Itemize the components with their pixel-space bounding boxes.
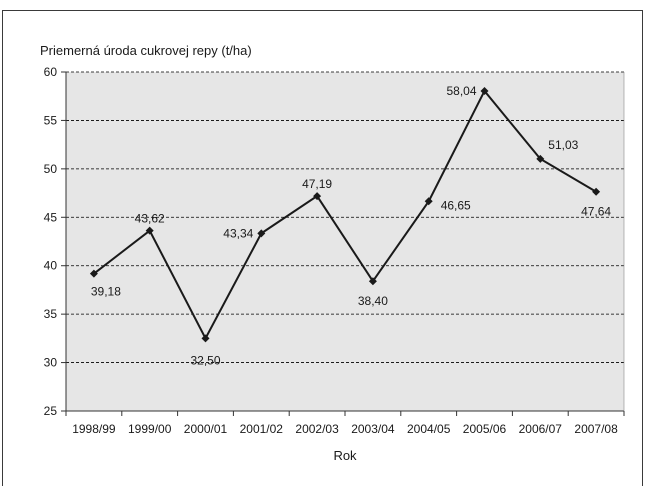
- x-tick-label: 2004/05: [407, 422, 451, 436]
- data-label: 47,19: [302, 177, 332, 191]
- x-tick-label: 2007/08: [574, 422, 618, 436]
- data-label: 58,04: [446, 84, 476, 98]
- data-label: 43,34: [223, 226, 253, 240]
- chart-title: Priemerná úroda cukrovej repy (t/ha): [40, 43, 252, 58]
- series-line: [93, 89, 597, 341]
- y-tick-label: 25: [44, 404, 58, 418]
- y-tick-label: 55: [44, 113, 58, 127]
- data-point-marker: [424, 197, 433, 206]
- data-label: 47,64: [581, 205, 611, 219]
- y-tick-label: 45: [44, 210, 58, 224]
- x-tick-label: 2005/06: [463, 422, 507, 436]
- y-tick-label: 35: [44, 307, 58, 321]
- x-tick-label: 2002/03: [295, 422, 339, 436]
- y-tick-label: 50: [44, 162, 58, 176]
- data-label: 39,18: [91, 285, 121, 299]
- data-label: 46,65: [441, 198, 471, 212]
- data-label: 32,50: [190, 353, 220, 367]
- x-tick-label: 2006/07: [519, 422, 563, 436]
- x-tick-label: 1998/99: [72, 422, 116, 436]
- x-axis-title: Rok: [333, 448, 357, 463]
- data-point-marker: [313, 192, 322, 201]
- data-point-marker: [592, 187, 601, 196]
- data-point-marker: [201, 334, 210, 343]
- y-tick-label: 40: [44, 259, 58, 273]
- x-tick-label: 2003/04: [351, 422, 395, 436]
- y-tick-label: 60: [44, 65, 58, 79]
- plot-area: [66, 72, 624, 411]
- data-label: 43,62: [135, 212, 165, 226]
- data-label: 51,03: [548, 138, 578, 152]
- chart-frame: [2, 10, 643, 486]
- y-tick-label: 30: [44, 356, 58, 370]
- data-point-marker: [257, 229, 266, 238]
- data-point-marker: [145, 226, 154, 235]
- data-point-marker: [89, 269, 98, 278]
- x-tick-label: 2000/01: [184, 422, 228, 436]
- x-tick-label: 2001/02: [240, 422, 284, 436]
- data-point-marker: [368, 277, 377, 286]
- x-tick-label: 1999/00: [128, 422, 172, 436]
- data-point-marker: [536, 154, 545, 163]
- data-label: 38,40: [358, 294, 388, 308]
- data-point-marker: [480, 86, 489, 95]
